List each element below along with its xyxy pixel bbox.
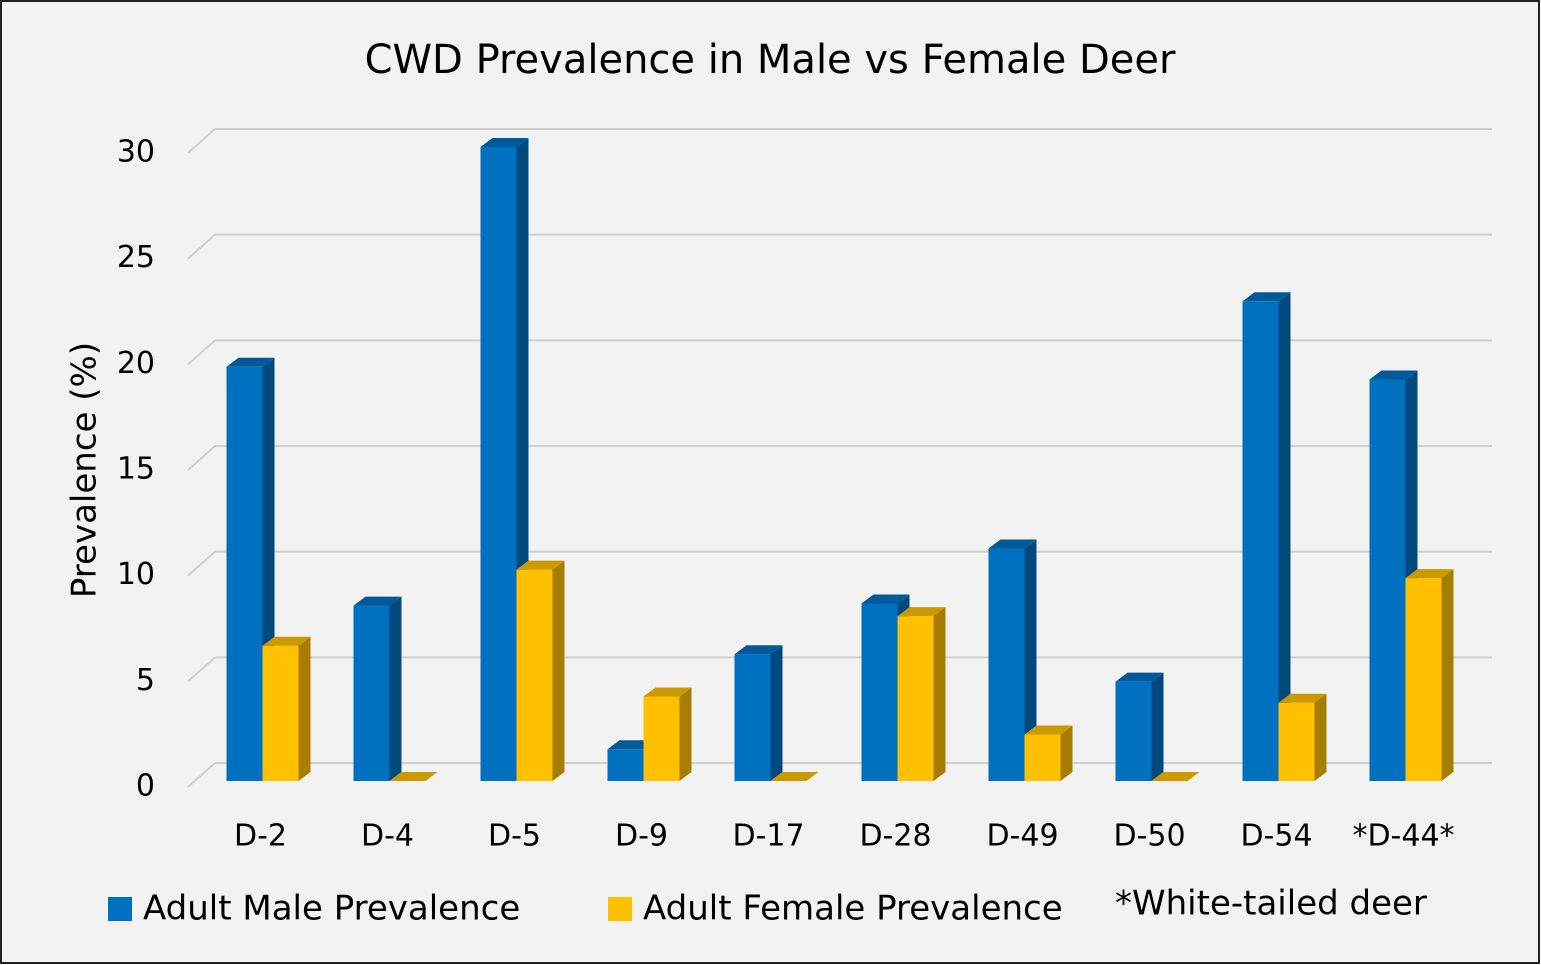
bar bbox=[643, 696, 680, 781]
bar bbox=[1405, 578, 1442, 781]
bar bbox=[988, 548, 1025, 781]
bar-top bbox=[734, 645, 783, 655]
bar-side bbox=[1441, 569, 1454, 781]
bar bbox=[353, 605, 390, 781]
bar bbox=[516, 569, 553, 781]
bar-side bbox=[1278, 292, 1291, 781]
bar-side bbox=[933, 607, 946, 781]
bar-top bbox=[1151, 772, 1200, 781]
bar bbox=[226, 366, 263, 781]
x-tick-label: D-28 bbox=[859, 819, 931, 854]
y-tick-label: 15 bbox=[117, 452, 155, 487]
grid-line bbox=[187, 233, 216, 260]
x-tick-label: D-2 bbox=[234, 819, 287, 854]
bar bbox=[1369, 379, 1406, 781]
bar bbox=[262, 645, 299, 781]
grid-line bbox=[187, 339, 216, 366]
bar-side bbox=[679, 687, 692, 781]
legend-label: Adult Male Prevalence bbox=[143, 889, 520, 929]
grid-line bbox=[187, 656, 216, 683]
bar-side bbox=[1024, 539, 1037, 781]
bar bbox=[480, 147, 517, 781]
bar-top bbox=[353, 596, 402, 606]
grid-line bbox=[187, 550, 216, 577]
y-tick-label: 30 bbox=[117, 135, 155, 170]
bar-top bbox=[226, 357, 275, 367]
grid-line bbox=[187, 128, 216, 154]
x-tick-label: D-17 bbox=[732, 819, 804, 854]
x-tick-label: D-50 bbox=[1113, 819, 1185, 854]
legend-label: Adult Female Prevalence bbox=[643, 889, 1063, 929]
y-tick-label: 5 bbox=[136, 663, 155, 698]
bar-top bbox=[988, 539, 1037, 549]
bar-side bbox=[1314, 693, 1327, 781]
bar-top bbox=[897, 607, 946, 617]
bar-top bbox=[1405, 569, 1454, 579]
bar-top bbox=[480, 138, 529, 147]
y-tick-label: 0 bbox=[136, 769, 155, 804]
bar bbox=[1024, 734, 1061, 781]
bar-top bbox=[516, 560, 565, 570]
bar-side bbox=[770, 645, 783, 781]
x-tick-label: D-49 bbox=[986, 819, 1058, 854]
bar bbox=[1115, 681, 1152, 781]
chart-title: CWD Prevalence in Male vs Female Deer bbox=[365, 37, 1176, 83]
bar-top bbox=[1278, 693, 1327, 703]
grid-line bbox=[187, 762, 216, 788]
y-tick-label: 25 bbox=[117, 240, 155, 275]
bar-top bbox=[643, 687, 692, 697]
bar-top bbox=[1242, 292, 1291, 302]
x-tick-label: D-5 bbox=[488, 819, 541, 854]
bar-top bbox=[1024, 725, 1073, 735]
bar-top bbox=[1369, 370, 1418, 380]
bar-top bbox=[770, 772, 819, 781]
bar-side bbox=[389, 596, 402, 781]
bar-top bbox=[861, 594, 910, 604]
bar-side bbox=[1060, 725, 1073, 781]
legend-swatch bbox=[108, 897, 132, 921]
bar bbox=[734, 654, 771, 781]
bar-top bbox=[262, 636, 311, 646]
grid-line bbox=[187, 445, 216, 471]
bar-side bbox=[298, 636, 311, 781]
bar bbox=[861, 603, 898, 781]
y-tick-label: 10 bbox=[117, 557, 155, 592]
bar bbox=[1242, 301, 1279, 781]
bar bbox=[1278, 702, 1315, 781]
x-tick-label: *D-44* bbox=[1352, 819, 1454, 854]
bar-side bbox=[552, 560, 565, 781]
bar-side bbox=[1151, 672, 1164, 781]
y-axis-label: Prevalence (%) bbox=[65, 342, 105, 598]
bar-top bbox=[389, 772, 438, 781]
bar bbox=[607, 749, 644, 781]
legend-swatch bbox=[608, 897, 632, 921]
y-tick-label: 20 bbox=[117, 346, 155, 381]
x-tick-label: D-54 bbox=[1240, 819, 1312, 854]
x-tick-label: D-4 bbox=[361, 819, 414, 854]
bar bbox=[897, 616, 934, 781]
annotation: *White-tailed deer bbox=[1115, 884, 1427, 924]
x-tick-label: D-9 bbox=[615, 819, 668, 854]
bar-top bbox=[1115, 672, 1164, 682]
